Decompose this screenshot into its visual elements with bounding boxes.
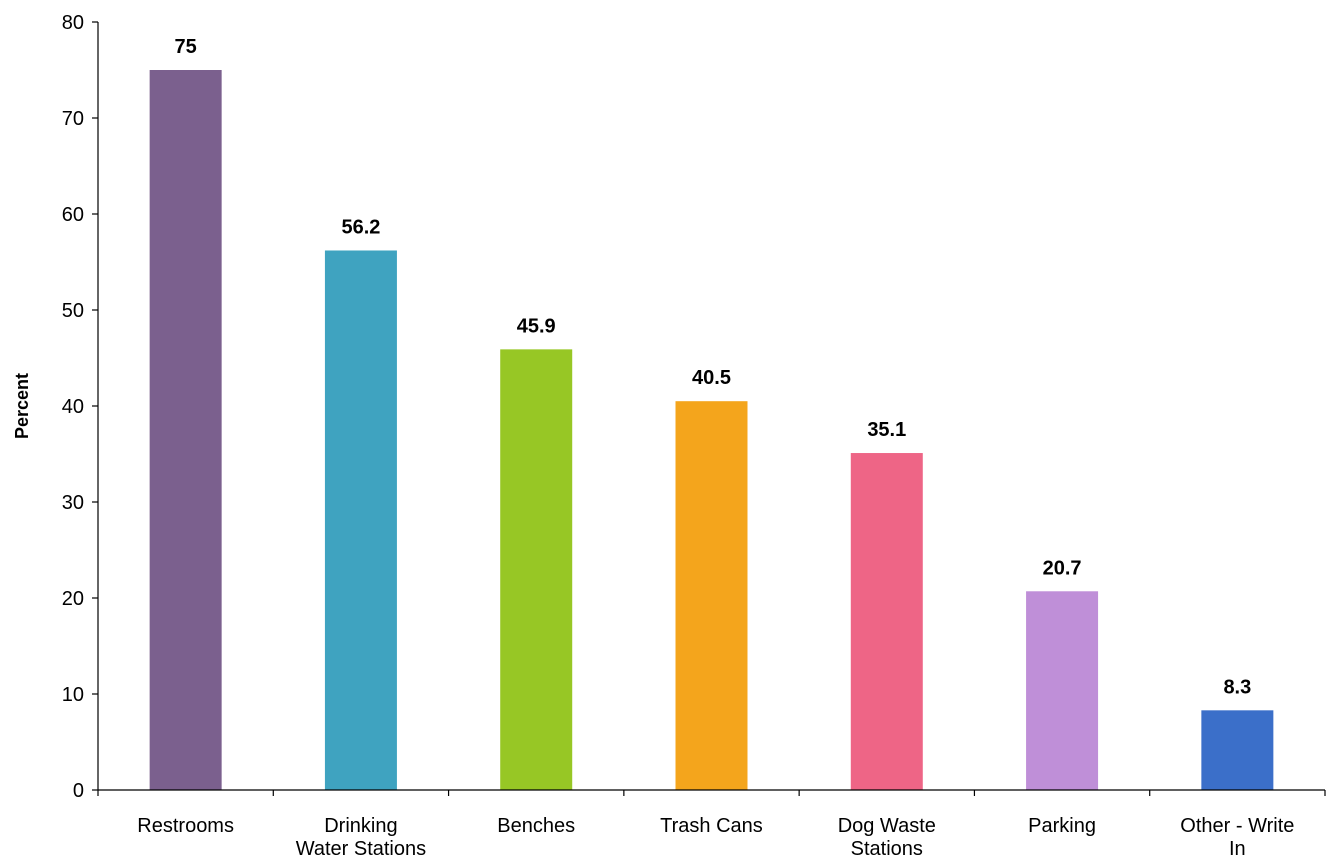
- data-label: 20.7: [1043, 557, 1082, 579]
- data-labels: 75 56.2 45.9 40.5 35.1 20.7 8.3: [175, 36, 1252, 698]
- bar-benches: [500, 349, 573, 790]
- data-label: 40.5: [692, 367, 731, 389]
- bar-drinking-water-stations: [324, 250, 397, 791]
- data-label: 8.3: [1223, 676, 1251, 698]
- bar-trash-cans: [675, 401, 748, 790]
- category-label: Parking: [1028, 815, 1096, 837]
- data-label: 56.2: [341, 216, 380, 238]
- y-tick-label: 40: [62, 396, 84, 418]
- data-label: 75: [175, 36, 197, 58]
- bar-parking: [1026, 591, 1099, 790]
- category-label: Dog Waste Stations: [838, 815, 936, 860]
- y-tick-label: 70: [62, 108, 84, 130]
- bar-restrooms: [149, 70, 222, 790]
- y-tick-label: 20: [62, 588, 84, 610]
- y-tick-label: 60: [62, 204, 84, 226]
- category-label: Other - Write In: [1180, 815, 1294, 860]
- x-axis-ticks: [97, 790, 1326, 796]
- category-label: Trash Cans: [660, 815, 763, 837]
- y-tick-label: 0: [73, 780, 84, 802]
- y-tick-label: 80: [62, 12, 84, 34]
- data-label: 35.1: [867, 419, 906, 441]
- y-axis-ticks: 0 10 20 30 40 50 60 70 80: [62, 12, 98, 802]
- bar-dog-waste-stations: [850, 453, 923, 790]
- y-tick-label: 30: [62, 492, 84, 514]
- category-label: Benches: [497, 815, 575, 837]
- y-tick-label: 50: [62, 300, 84, 322]
- bar-other-write-in: [1201, 710, 1274, 790]
- bars: [149, 70, 1274, 791]
- category-label: Restrooms: [137, 815, 234, 837]
- y-axis-title: Percent: [12, 373, 32, 439]
- y-tick-label: 10: [62, 684, 84, 706]
- category-label: Drinking Water Stations: [296, 815, 426, 860]
- category-labels: Restrooms Drinking Water Stations Benches Tr…: [137, 815, 1294, 860]
- data-label: 45.9: [517, 315, 556, 337]
